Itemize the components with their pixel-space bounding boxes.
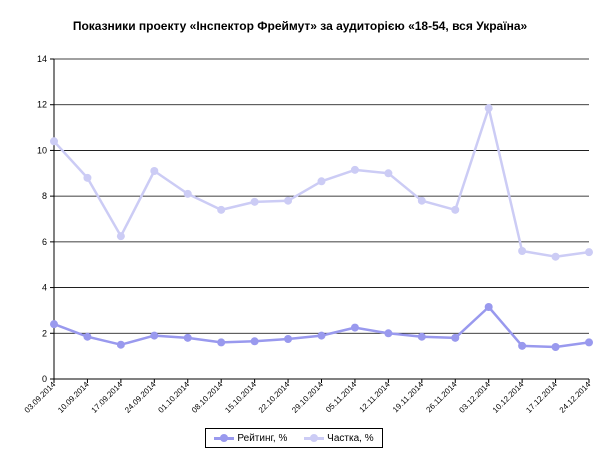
data-point-share — [417, 196, 426, 205]
y-tick-label: 6 — [42, 237, 47, 247]
y-tick-label: 2 — [42, 328, 47, 338]
data-point-rating — [451, 333, 460, 342]
x-tick-label: 01.10.2014 — [156, 380, 191, 415]
data-point-rating — [183, 333, 192, 342]
x-tick-labels: 03.09.201410.09.201417.09.201424.09.2014… — [23, 380, 593, 415]
data-point-rating — [384, 329, 393, 338]
data-point-share — [350, 165, 359, 174]
legend-item-share: Частка, % — [304, 432, 374, 444]
x-tick-label: 17.12.2014 — [524, 380, 559, 415]
x-tick-label: 05.11.2014 — [324, 380, 359, 415]
data-point-share — [585, 248, 593, 257]
data-point-share — [183, 189, 192, 198]
x-tick-label: 12.11.2014 — [358, 380, 393, 415]
series-lines — [50, 104, 593, 351]
x-tick-label: 15.10.2014 — [223, 380, 258, 415]
x-tick-label: 03.12.2014 — [457, 380, 492, 415]
y-tick-label: 12 — [37, 100, 47, 110]
legend-swatch-share — [304, 434, 325, 442]
legend-swatch-rating — [214, 434, 235, 442]
y-tick-label: 0 — [42, 374, 47, 384]
data-point-rating — [350, 323, 359, 332]
data-point-rating — [484, 303, 493, 311]
x-tick-label: 08.10.2014 — [190, 380, 225, 415]
data-point-share — [217, 205, 226, 214]
data-point-rating — [317, 331, 326, 340]
data-point-share — [551, 252, 560, 261]
y-tick-label: 8 — [42, 191, 47, 201]
y-tick-labels: 0 2 4 6 8 10 12 14 — [37, 54, 47, 384]
data-point-share — [518, 247, 527, 255]
data-point-rating — [116, 340, 125, 349]
x-tick-label: 26.11.2014 — [424, 380, 459, 415]
data-point-share — [384, 169, 393, 178]
x-tick-label: 10.09.2014 — [56, 380, 91, 415]
x-tick-label: 22.10.2014 — [257, 380, 292, 415]
x-tick-label: 24.12.2014 — [558, 380, 593, 415]
data-point-rating — [284, 335, 293, 343]
legend-label-share: Частка, % — [327, 432, 374, 444]
data-point-share — [116, 232, 125, 241]
data-point-rating — [551, 343, 560, 351]
y-tick-label: 4 — [42, 283, 47, 293]
data-point-rating — [417, 332, 426, 341]
x-tick-label: 24.09.2014 — [123, 380, 158, 415]
data-point-share — [50, 137, 58, 146]
data-point-rating — [150, 331, 159, 340]
y-tick-label: 10 — [37, 145, 47, 155]
legend: Рейтинг, % Частка, % — [205, 428, 383, 448]
data-point-share — [451, 205, 460, 214]
x-tick-label: 19.11.2014 — [391, 380, 426, 415]
series-line-rating — [52, 305, 591, 349]
data-point-rating — [518, 341, 527, 350]
x-tick-label: 29.10.2014 — [290, 380, 325, 415]
chart-title: Показники проекту «Інспектор Фреймут» за… — [72, 19, 528, 33]
x-tick-label: 10.12.2014 — [491, 380, 526, 415]
data-point-share — [83, 173, 92, 182]
x-tick-label: 03.09.2014 — [23, 380, 58, 415]
legend-label-rating: Рейтинг, % — [237, 432, 288, 444]
data-point-share — [150, 167, 159, 175]
y-tick-label: 14 — [37, 54, 47, 64]
x-tick-label: 17.09.2014 — [90, 380, 125, 415]
data-point-share — [284, 196, 293, 205]
legend-item-rating: Рейтинг, % — [214, 433, 287, 444]
data-point-rating — [585, 338, 593, 347]
data-point-rating — [250, 337, 259, 346]
data-point-share — [250, 197, 259, 206]
data-point-share — [484, 104, 493, 113]
data-point-rating — [83, 332, 92, 341]
data-point-share — [317, 177, 326, 186]
data-point-rating — [217, 338, 226, 347]
data-point-rating — [50, 320, 58, 329]
